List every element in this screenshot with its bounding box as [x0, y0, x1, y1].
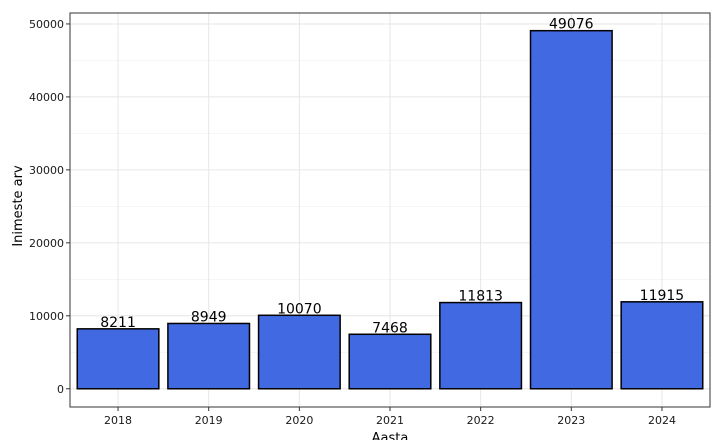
y-tick-label: 50000 [29, 18, 64, 31]
y-tick-label: 40000 [29, 91, 64, 104]
bar-layer [76, 29, 704, 390]
x-tick-label-2024: 2024 [648, 414, 676, 427]
y-tick-label: 10000 [29, 310, 64, 323]
data-label-layer: 8211 8949 10070 7468 11813 49076 11915 [100, 17, 684, 337]
axis-layer: 0 10000 20000 30000 40000 50000 2018 2019 2020 20… [29, 12, 711, 427]
x-tick-label-2022: 2022 [467, 414, 495, 427]
data-label-2023: 49076 [549, 17, 594, 33]
y-tick-label: 20000 [29, 237, 64, 250]
x-tick-label-2018: 2018 [104, 414, 132, 427]
x-tick-label-2023: 2023 [557, 414, 585, 427]
bar-2024 [620, 301, 704, 390]
data-label-2019: 8949 [191, 309, 227, 325]
data-label-2020: 10070 [277, 301, 322, 317]
x-tick-label-2019: 2019 [195, 414, 223, 427]
data-label-2021: 7468 [372, 320, 408, 336]
data-label-2018: 8211 [100, 315, 136, 331]
y-tick-label: 30000 [29, 164, 64, 177]
bar-2021 [348, 333, 432, 390]
bar-2022 [439, 301, 523, 390]
y-tick-label: 0 [57, 383, 64, 396]
x-axis-title: Aasta [372, 431, 409, 440]
x-tick-label-2021: 2021 [376, 414, 404, 427]
bar-2023 [529, 29, 613, 390]
bar-2019 [167, 322, 251, 390]
bar-2018 [76, 328, 160, 390]
x-tick-label-2020: 2020 [285, 414, 313, 427]
bar-2020 [257, 314, 341, 390]
data-label-2022: 11813 [458, 289, 503, 305]
data-label-2024: 11915 [640, 288, 685, 304]
y-axis-title: Inimeste arv [11, 165, 26, 247]
